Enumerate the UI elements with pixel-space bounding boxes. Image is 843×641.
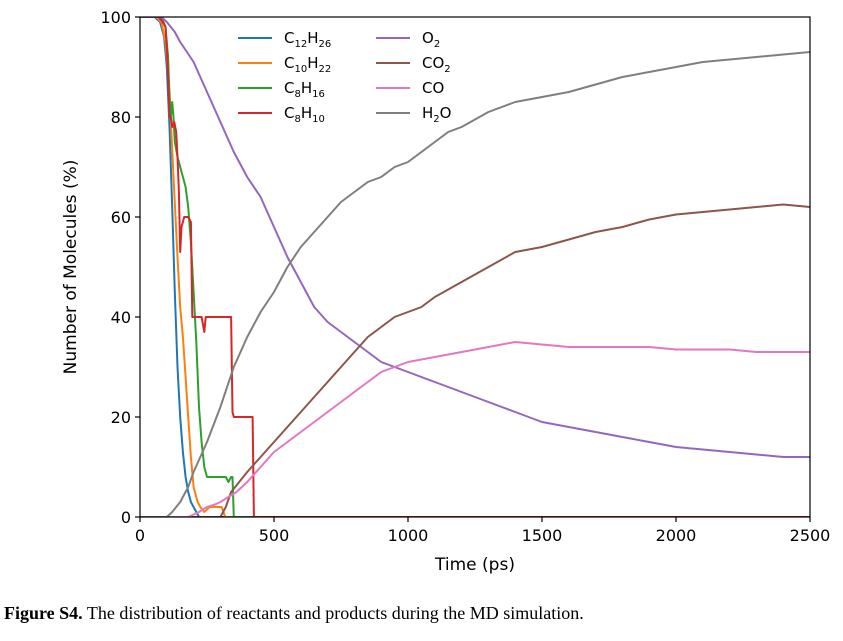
ticks-layer: 0 500 1000 1500 2000 2500 0 20 40 60 80 100: [100, 8, 830, 545]
x-tick-label: 2500: [790, 526, 831, 545]
x-tick-label: 1500: [522, 526, 563, 545]
legend-label: CO2: [422, 54, 451, 75]
y-tick-label: 20: [111, 408, 131, 427]
y-axis-label: Number of Molecules (%): [61, 160, 81, 375]
legend-item-c8h10: C8H10: [238, 104, 325, 125]
y-tick-label: 60: [111, 208, 131, 227]
legend-item-co: CO: [376, 79, 444, 97]
legend-label: H2O: [422, 104, 451, 125]
legend-item-co2: CO2: [376, 54, 451, 75]
x-tick-label: 500: [259, 526, 290, 545]
x-tick-label: 1000: [388, 526, 429, 545]
x-axis-label: Time (ps): [434, 555, 515, 575]
legend-item-o2: O2: [376, 29, 440, 50]
line-chart: 0 500 1000 1500 2000 2500 0 20 40 60 80 100 Time (p…: [61, 8, 830, 575]
y-tick-label: 100: [100, 8, 131, 27]
legend-item-c8h16: C8H16: [238, 79, 325, 100]
series-line-co2: [140, 203, 810, 517]
legend-label: C10H22: [284, 54, 331, 75]
y-tick-label: 40: [111, 308, 131, 327]
y-tick-label: 0: [121, 508, 131, 527]
series-line-co: [140, 341, 810, 517]
series-layer: [140, 17, 810, 517]
legend-label: CO: [422, 79, 444, 97]
y-tick-label: 80: [111, 108, 131, 127]
series-line-c12h26: [140, 17, 810, 517]
figure-caption: Figure S4. The distribution of reactants…: [4, 603, 839, 624]
series-line-c8h16: [140, 17, 810, 517]
figure-caption-label: Figure S4.: [4, 603, 83, 623]
legend-item-c12h26: C12H26: [238, 29, 331, 50]
series-line-c10h22: [140, 17, 810, 517]
plot-frame: [139, 16, 811, 518]
legend-label: C12H26: [284, 29, 331, 50]
legend-label: C8H16: [284, 79, 325, 100]
x-tick-label: 0: [135, 526, 145, 545]
series-line-c8h10: [140, 17, 810, 517]
legend-label: C8H10: [284, 104, 325, 125]
figure-caption-text: The distribution of reactants and produc…: [82, 603, 584, 623]
series-line-o2: [140, 17, 810, 458]
legend-item-c10h22: C10H22: [238, 54, 331, 75]
legend-item-h2o: H2O: [376, 104, 451, 125]
x-tick-label: 2000: [656, 526, 697, 545]
series-line-h2o: [140, 51, 810, 517]
legend: C12H26 C10H22 C8H16 C8H10 O2 CO2 CO H2O: [238, 29, 451, 125]
legend-label: O2: [422, 29, 440, 50]
